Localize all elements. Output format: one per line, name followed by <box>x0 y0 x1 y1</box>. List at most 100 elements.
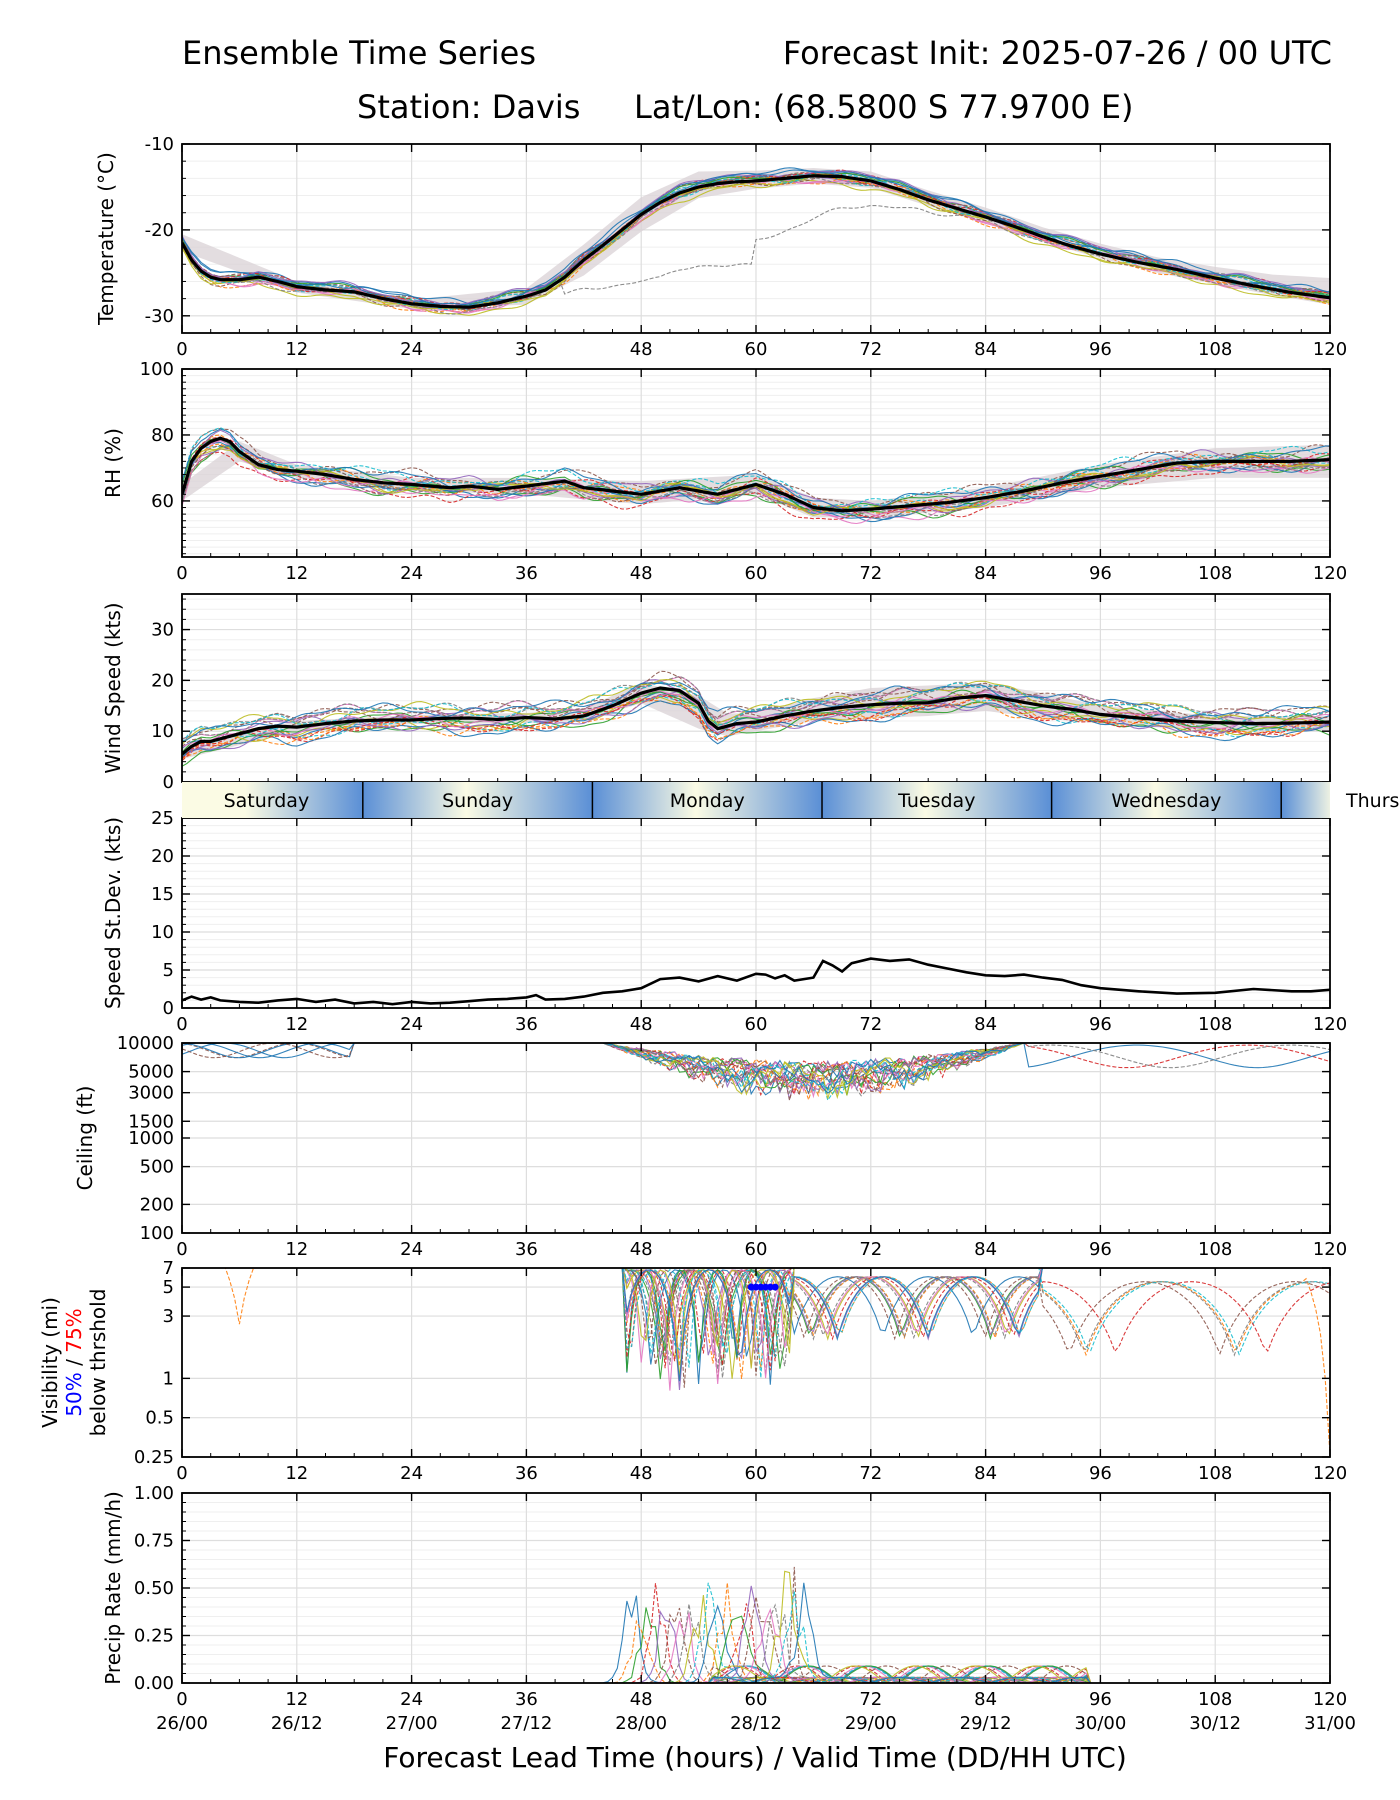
x-tick-label: 36 <box>515 339 538 360</box>
x-tick-label: 0 <box>176 1239 187 1260</box>
panel-4: 0 5 10 15 20 25 0 12 24 36 48 60 72 84 96 108 120 Speed S… <box>101 808 1347 1035</box>
x-tick-label: 24 <box>400 1014 423 1035</box>
x-tick-label: 48 <box>630 1014 653 1035</box>
y-tick-label: 5000 <box>128 1062 174 1083</box>
y-tick-label: 5 <box>163 1277 174 1298</box>
x-tick-label: 60 <box>745 563 768 584</box>
valid-time-label: 27/00 <box>386 1713 438 1734</box>
station-label: Station: Davis <box>357 88 581 126</box>
x-tick-label: 12 <box>285 1463 308 1484</box>
ensemble-member-line <box>182 1043 1330 1096</box>
x-tick-label: 36 <box>515 1014 538 1035</box>
ensemble-member-line <box>182 170 1330 306</box>
y-tick-label: -30 <box>145 306 174 327</box>
ensemble-member-line <box>182 1582 1330 1683</box>
x-tick-label: 24 <box>400 339 423 360</box>
ensemble-member-line <box>182 670 1330 747</box>
y-tick-label: 1500 <box>128 1111 174 1132</box>
x-tick-label: 120 <box>1313 1463 1347 1484</box>
mean-line <box>182 957 1330 1006</box>
x-tick-label: 72 <box>859 563 882 584</box>
y-tick-label: 20 <box>151 846 174 867</box>
x-tick-label: 36 <box>515 1689 538 1710</box>
ensemble-member-line <box>621 1268 1043 1391</box>
x-tick-label: 36 <box>515 563 538 584</box>
x-tick-label: 36 <box>515 1239 538 1260</box>
x-tick-label: 72 <box>859 1689 882 1710</box>
ensemble-member-line <box>182 1043 1330 1097</box>
day-cell <box>822 782 1052 818</box>
y-tick-label: 10 <box>151 922 174 943</box>
ensemble-member-line <box>182 1043 1330 1094</box>
day-label: Monday <box>670 790 745 812</box>
x-tick-label: 96 <box>1089 1463 1112 1484</box>
y-tick-label: 80 <box>151 425 174 446</box>
x-tick-label: 24 <box>400 563 423 584</box>
vis-50pct-marker <box>762 1283 770 1291</box>
y-axis-label: Wind Speed (kts) <box>101 602 125 773</box>
valid-time-label: 31/00 <box>1304 1713 1356 1734</box>
y-tick-label: 10000 <box>117 1033 174 1054</box>
plot-area <box>182 670 1330 767</box>
panel-7: 0.00 0.25 0.50 0.75 1.00 0 26/00 12 26/12 24 27/00… <box>101 1483 1356 1734</box>
day-cell <box>1051 782 1282 818</box>
y-tick-label: 0 <box>163 998 174 1019</box>
ensemble-member-line <box>182 439 1330 521</box>
y-axis-label: Visibility (mi) <box>38 1297 62 1428</box>
ensemble-member-line <box>182 689 1330 753</box>
valid-time-label: 30/00 <box>1074 1713 1126 1734</box>
y-tick-label: 7 <box>163 1258 174 1279</box>
x-tick-label: 48 <box>630 339 653 360</box>
y-tick-label: 0 <box>163 772 174 793</box>
plot-area <box>182 957 1330 1006</box>
ensemble-member-line <box>182 1603 1330 1683</box>
plot-area <box>182 167 1330 316</box>
vis-50pct-marker <box>757 1283 765 1291</box>
x-tick-label: 0 <box>176 339 187 360</box>
ensemble-member-line <box>624 1268 795 1379</box>
y-tick-label: 100 <box>140 1223 174 1244</box>
x-tick-label: 96 <box>1089 1689 1112 1710</box>
y-axis-label-below: below thrshold <box>86 1289 110 1437</box>
legend-75pct: 75% <box>62 1308 86 1352</box>
y-tick-label: 3 <box>163 1306 174 1327</box>
x-tick-label: 108 <box>1198 563 1232 584</box>
panel-6: 0.25 0.5 1 3 57 0 12 24 36 48 60 72 84 96 108 120 Visibi… <box>38 1258 1347 1484</box>
valid-time-label: 29/12 <box>960 1713 1012 1734</box>
x-tick-label: 120 <box>1313 1239 1347 1260</box>
y-tick-label: 100 <box>140 359 174 380</box>
y-tick-label: 10 <box>151 721 174 742</box>
x-tick-label: 12 <box>285 1239 308 1260</box>
panel-2: 60 80 100 0 12 24 36 48 60 72 84 96 108 120 RH (%) <box>101 359 1347 584</box>
ensemble-member-line <box>182 169 1330 306</box>
y-tick-label: 0.75 <box>134 1531 174 1552</box>
y-tick-label: 0.25 <box>134 1447 174 1468</box>
ensemble-member-line <box>182 445 1330 517</box>
panel-1: -30 -20 -10 0 12 24 36 48 60 72 84 96 108 120 Temperat… <box>94 134 1347 360</box>
ensemble-member-line <box>623 1268 795 1388</box>
ensemble-member-line <box>182 689 1330 767</box>
x-tick-label: 84 <box>974 1689 997 1710</box>
vis-50pct-marker <box>747 1283 755 1291</box>
valid-time-label: 30/12 <box>1189 1713 1241 1734</box>
day-label: Wednesday <box>1111 790 1221 812</box>
valid-time-label: 28/00 <box>615 1713 667 1734</box>
spread-band <box>182 441 1330 518</box>
y-tick-label: 1000 <box>128 1128 174 1149</box>
x-tick-label: 108 <box>1198 1463 1232 1484</box>
x-tick-label: 0 <box>176 1689 187 1710</box>
x-tick-label: 24 <box>400 1689 423 1710</box>
x-tick-label: 108 <box>1198 1014 1232 1035</box>
day-label: Thurs <box>1345 790 1399 812</box>
y-axis-label: Temperature (°C) <box>94 152 118 326</box>
y-tick-label: 0.50 <box>134 1578 174 1599</box>
x-tick-label: 60 <box>745 1463 768 1484</box>
day-band-mask <box>1330 782 1400 818</box>
y-axis-label-thresholds: 50% / 75% <box>62 1308 86 1416</box>
x-axis-label: Forecast Lead Time (hours) / Valid Time … <box>383 1741 1127 1774</box>
valid-time-label: 26/12 <box>271 1713 323 1734</box>
vis-50pct-marker <box>766 1283 774 1291</box>
y-tick-label: -20 <box>145 220 174 241</box>
ensemble-member-line <box>182 427 1330 511</box>
